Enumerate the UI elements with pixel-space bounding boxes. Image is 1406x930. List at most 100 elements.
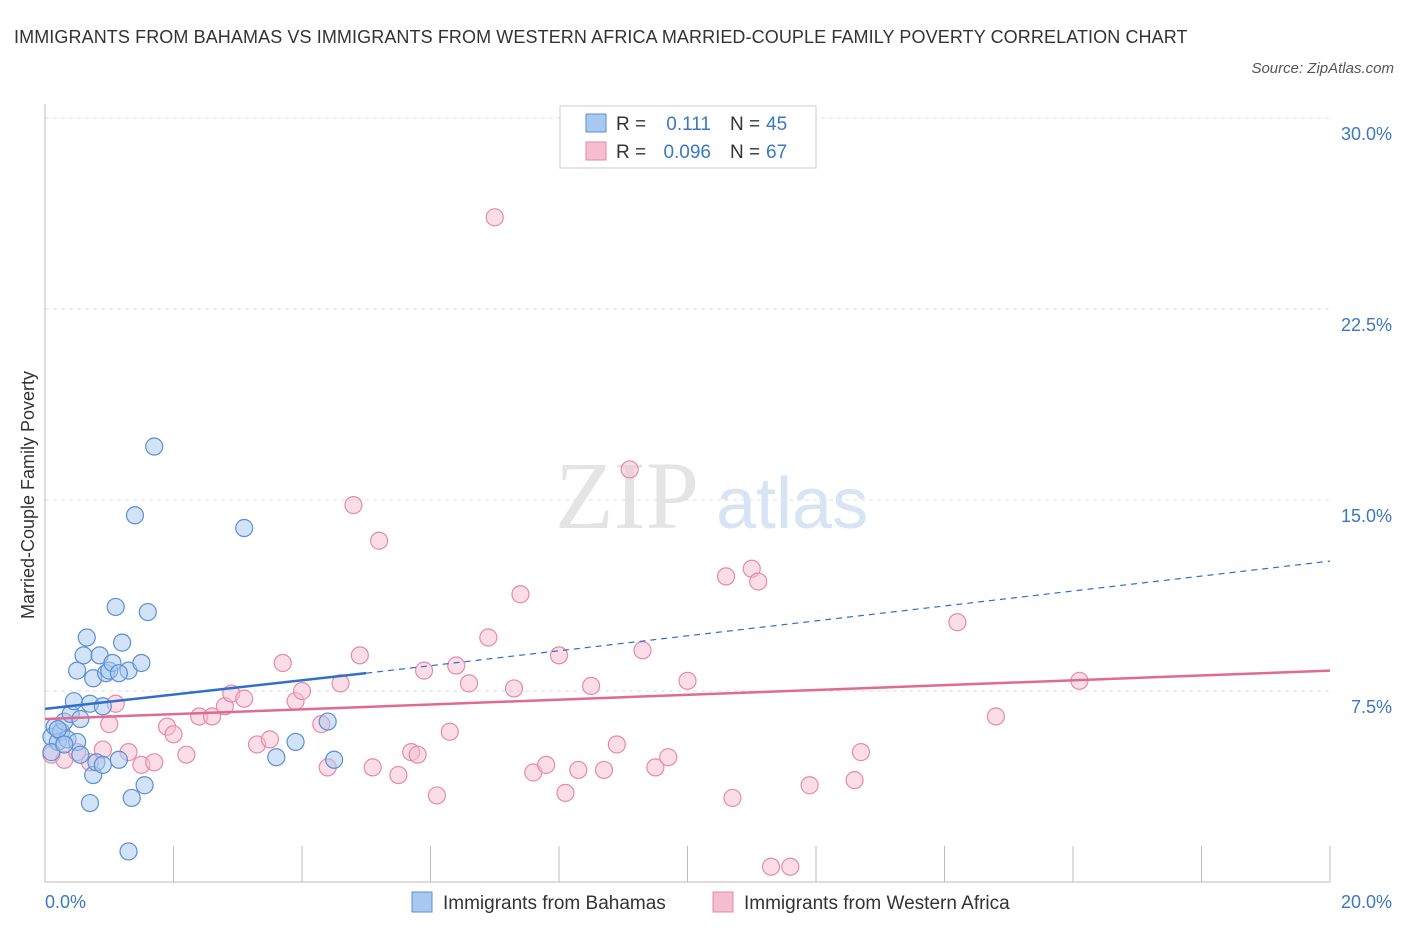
point-wafrica-65 [986,707,1006,726]
point-wafrica-19 [260,730,279,749]
point-bahamas-37 [318,712,337,731]
legend-r-label-wafrica: R = [616,142,646,163]
chart-title: IMMIGRANTS FROM BAHAMAS VS IMMIGRANTS FR… [14,27,1188,47]
point-wafrica-59 [761,857,781,876]
x-tick-label-1: 20.0% [1341,892,1392,912]
legend-n-label-bahamas: N = [730,114,760,135]
point-wafrica-47 [582,676,601,696]
point-wafrica-20 [273,653,292,673]
y-tick-label-1: 15.0% [1341,506,1392,526]
point-bahamas-20 [106,597,125,617]
point-wafrica-11 [164,725,183,744]
point-bahamas-24 [132,653,151,673]
point-bahamas-11 [74,646,93,665]
point-wafrica-29 [370,531,389,550]
watermark: ZIP atlas [555,442,868,549]
point-wafrica-48 [594,760,614,780]
point-wafrica-41 [511,585,530,604]
point-wafrica-53 [659,748,678,767]
point-bahamas-26 [145,437,164,456]
point-wafrica-56 [723,788,742,808]
chart-source: Source: ZipAtlas.com [1251,60,1394,77]
point-wafrica-32 [408,745,427,764]
bottom-legend-label-bahamas: Immigrants from Bahamas [443,893,666,914]
legend-swatch-bahamas [585,113,607,133]
bottom-legend-label-wafrica: Immigrants from Western Africa [744,893,1010,914]
point-wafrica-49 [607,735,626,754]
point-bahamas-31 [109,750,128,769]
tick-labels: 7.5% 15.0% 22.5% 30.0% 0.0% 20.0% [45,124,1392,912]
point-bahamas-33 [135,776,154,795]
point-bahamas-43 [93,755,112,774]
point-wafrica-12 [177,745,196,764]
y-tick-label-0: 7.5% [1351,697,1392,717]
point-wafrica-34 [427,786,447,805]
bottom-legend-swatch-wafrica [712,891,734,913]
watermark-atlas: atlas [716,464,868,544]
point-wafrica-51 [633,641,652,660]
point-bahamas-42 [109,664,128,683]
point-wafrica-39 [485,208,504,227]
point-wafrica-40 [504,679,524,698]
point-wafrica-54 [678,671,697,690]
point-wafrica-33 [414,661,434,680]
legend-n-value-wafrica: 67 [766,142,787,163]
point-wafrica-36 [447,656,466,675]
point-wafrica-22 [292,681,312,701]
point-bahamas-28 [80,793,100,813]
point-wafrica-38 [479,628,498,647]
point-bahamas-36 [286,732,305,752]
point-wafrica-37 [459,674,479,693]
trend-line-bahamas-extension [366,560,1331,674]
legend-r-label-bahamas: R = [616,114,646,135]
point-wafrica-5 [100,715,119,734]
legend-n-label-wafrica: N = [730,142,760,163]
point-wafrica-30 [389,765,408,785]
point-bahamas-40 [48,720,67,739]
point-wafrica-62 [845,771,864,790]
bottom-legend: Immigrants from Bahamas Immigrants from … [411,891,1010,914]
point-wafrica-35 [440,722,459,741]
point-bahamas-16 [93,697,112,716]
point-bahamas-32 [122,788,141,808]
point-wafrica-58 [749,572,768,591]
point-wafrica-52 [646,758,665,777]
point-wafrica-50 [620,460,639,479]
point-bahamas-27 [235,518,254,538]
data-points [42,208,1089,876]
trend-line-wafrica [44,669,1331,721]
point-wafrica-60 [781,857,800,876]
point-bahamas-41 [55,735,74,754]
point-bahamas-38 [325,750,344,769]
point-wafrica-64 [948,613,967,632]
point-wafrica-44 [549,646,569,665]
legend-r-value-wafrica: 0.096 [663,142,711,163]
x-tick-label-0: 0.0% [45,892,86,912]
point-wafrica-55 [716,567,736,586]
trend-line-bahamas [44,671,367,711]
point-bahamas-23 [125,506,145,525]
legend-swatch-wafrica [585,141,607,161]
point-bahamas-44 [71,745,90,764]
point-wafrica-63 [851,743,871,762]
legend-n-value-bahamas: 45 [766,114,787,135]
point-wafrica-27 [350,646,369,665]
legend-r-value-bahamas: 0.111 [666,114,711,135]
point-bahamas-34 [119,842,138,861]
point-bahamas-25 [138,602,157,622]
top-legend: R = 0.111 N = 45 R = 0.096 N = 67 [559,105,817,169]
y-axis-label: Married-Couple Family Poverty [18,371,38,619]
point-wafrica-17 [235,689,254,708]
y-tick-label-2: 22.5% [1341,315,1392,335]
y-tick-label-3: 30.0% [1341,124,1392,144]
grid-lines [45,117,1330,692]
point-bahamas-12 [77,628,96,647]
point-bahamas-35 [267,748,286,767]
point-wafrica-26 [344,495,363,515]
trend-lines [44,560,1331,721]
point-wafrica-28 [363,758,382,777]
point-wafrica-46 [569,760,588,780]
point-wafrica-9 [145,753,164,772]
point-bahamas-10 [68,661,87,680]
